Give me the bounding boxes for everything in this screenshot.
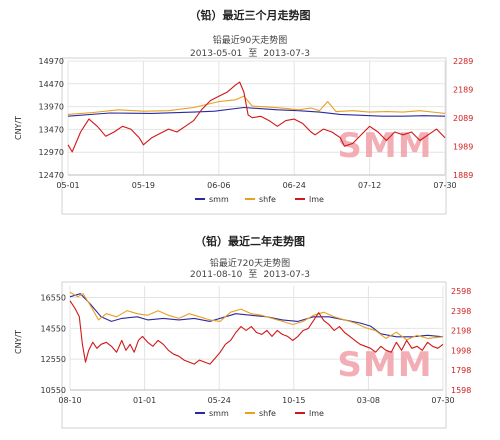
date-sep: 至 (248, 269, 257, 280)
legend-label-shfe: shfe (259, 409, 276, 418)
date-start: 2013-05-01 (190, 49, 242, 59)
x-tick-label: 05-01 (56, 181, 79, 190)
y2-tick-label: 2289 (453, 57, 473, 66)
y2-tick-label: 2398 (451, 307, 471, 316)
chart-frame (61, 57, 447, 215)
chart-three-month: （铅）最近三个月走势图 铅最近90天走势图 2013-05-01 至 2013-07… (14, 8, 473, 215)
date-end: 2013-07-3 (263, 270, 310, 280)
date-end: 2013-07-3 (263, 49, 310, 59)
x-tick-label: 05-24 (208, 396, 231, 405)
x-tick-label: 07-12 (358, 181, 381, 190)
x-tick-label: 05-19 (132, 181, 155, 190)
x-tick-label: 07-30 (431, 396, 454, 405)
x-tick-label: 08-10 (58, 396, 81, 405)
date-sep: 至 (248, 48, 257, 59)
y-axis-label: CNY/T (14, 116, 23, 140)
y2-tick-label: 2598 (451, 287, 471, 296)
series-line-smm (69, 293, 444, 338)
y2-tick-label: 2189 (453, 86, 473, 95)
y-tick-label: 10550 (41, 386, 66, 395)
chart-subtitle: 铅最近90天走势图 (213, 34, 287, 46)
legend-label-lme: lme (309, 195, 324, 204)
x-tick-label: 07-30 (433, 181, 456, 190)
x-tick-label: 10-15 (282, 396, 305, 405)
y-tick-label: 13970 (39, 103, 64, 112)
y-tick-label: 14550 (41, 324, 66, 333)
series-line-smm (67, 106, 446, 117)
y2-tick-label: 1798 (451, 366, 471, 375)
chart-two-year: （铅）最近二年走势图 铅最近720天走势图 2011-08-10 至 2013-07… (14, 234, 471, 429)
legend-label-smm: smm (209, 195, 229, 204)
chart-frame (61, 281, 447, 429)
y2-tick-label: 1889 (453, 171, 473, 180)
y-tick-label: 13470 (39, 125, 64, 134)
chart-title: （铅）最近二年走势图 (195, 234, 305, 248)
y2-tick-label: 2198 (451, 327, 471, 336)
y-tick-label: 16550 (41, 294, 66, 303)
watermark-smm: SMM (337, 345, 432, 385)
y-tick-label: 14470 (39, 80, 64, 89)
y-tick-label: 12550 (41, 355, 66, 364)
y-tick-label: 12970 (39, 148, 64, 157)
y2-tick-label: 1598 (451, 386, 471, 395)
y-tick-label: 12470 (39, 171, 64, 180)
x-tick-label: 06-06 (207, 181, 230, 190)
series-line-shfe (69, 291, 444, 341)
y2-tick-label: 1998 (451, 346, 471, 355)
y-tick-label: 14970 (39, 57, 64, 66)
y2-tick-label: 1989 (453, 143, 473, 152)
y2-tick-label: 2089 (453, 114, 473, 123)
chart-subtitle: 铅最近720天走势图 (210, 257, 290, 269)
date-range: 2013-05-01 至 2013-07-3 (190, 48, 310, 59)
x-tick-label: 06-24 (283, 181, 306, 190)
legend-label-shfe: shfe (259, 195, 276, 204)
y-axis-label: CNY/T (14, 330, 23, 354)
chart-title: （铅）最近三个月走势图 (190, 8, 311, 22)
series-line-lme (69, 300, 444, 365)
series-line-lme (67, 81, 446, 153)
series-line-shfe (67, 95, 446, 115)
x-tick-label: 01-01 (133, 396, 156, 405)
watermark-smm: SMM (337, 126, 432, 166)
date-start: 2011-08-10 (190, 270, 243, 280)
x-tick-label: 03-08 (357, 396, 380, 405)
date-range: 2011-08-10 至 2013-07-3 (190, 269, 310, 280)
legend-label-lme: lme (309, 409, 324, 418)
legend-label-smm: smm (209, 409, 229, 418)
